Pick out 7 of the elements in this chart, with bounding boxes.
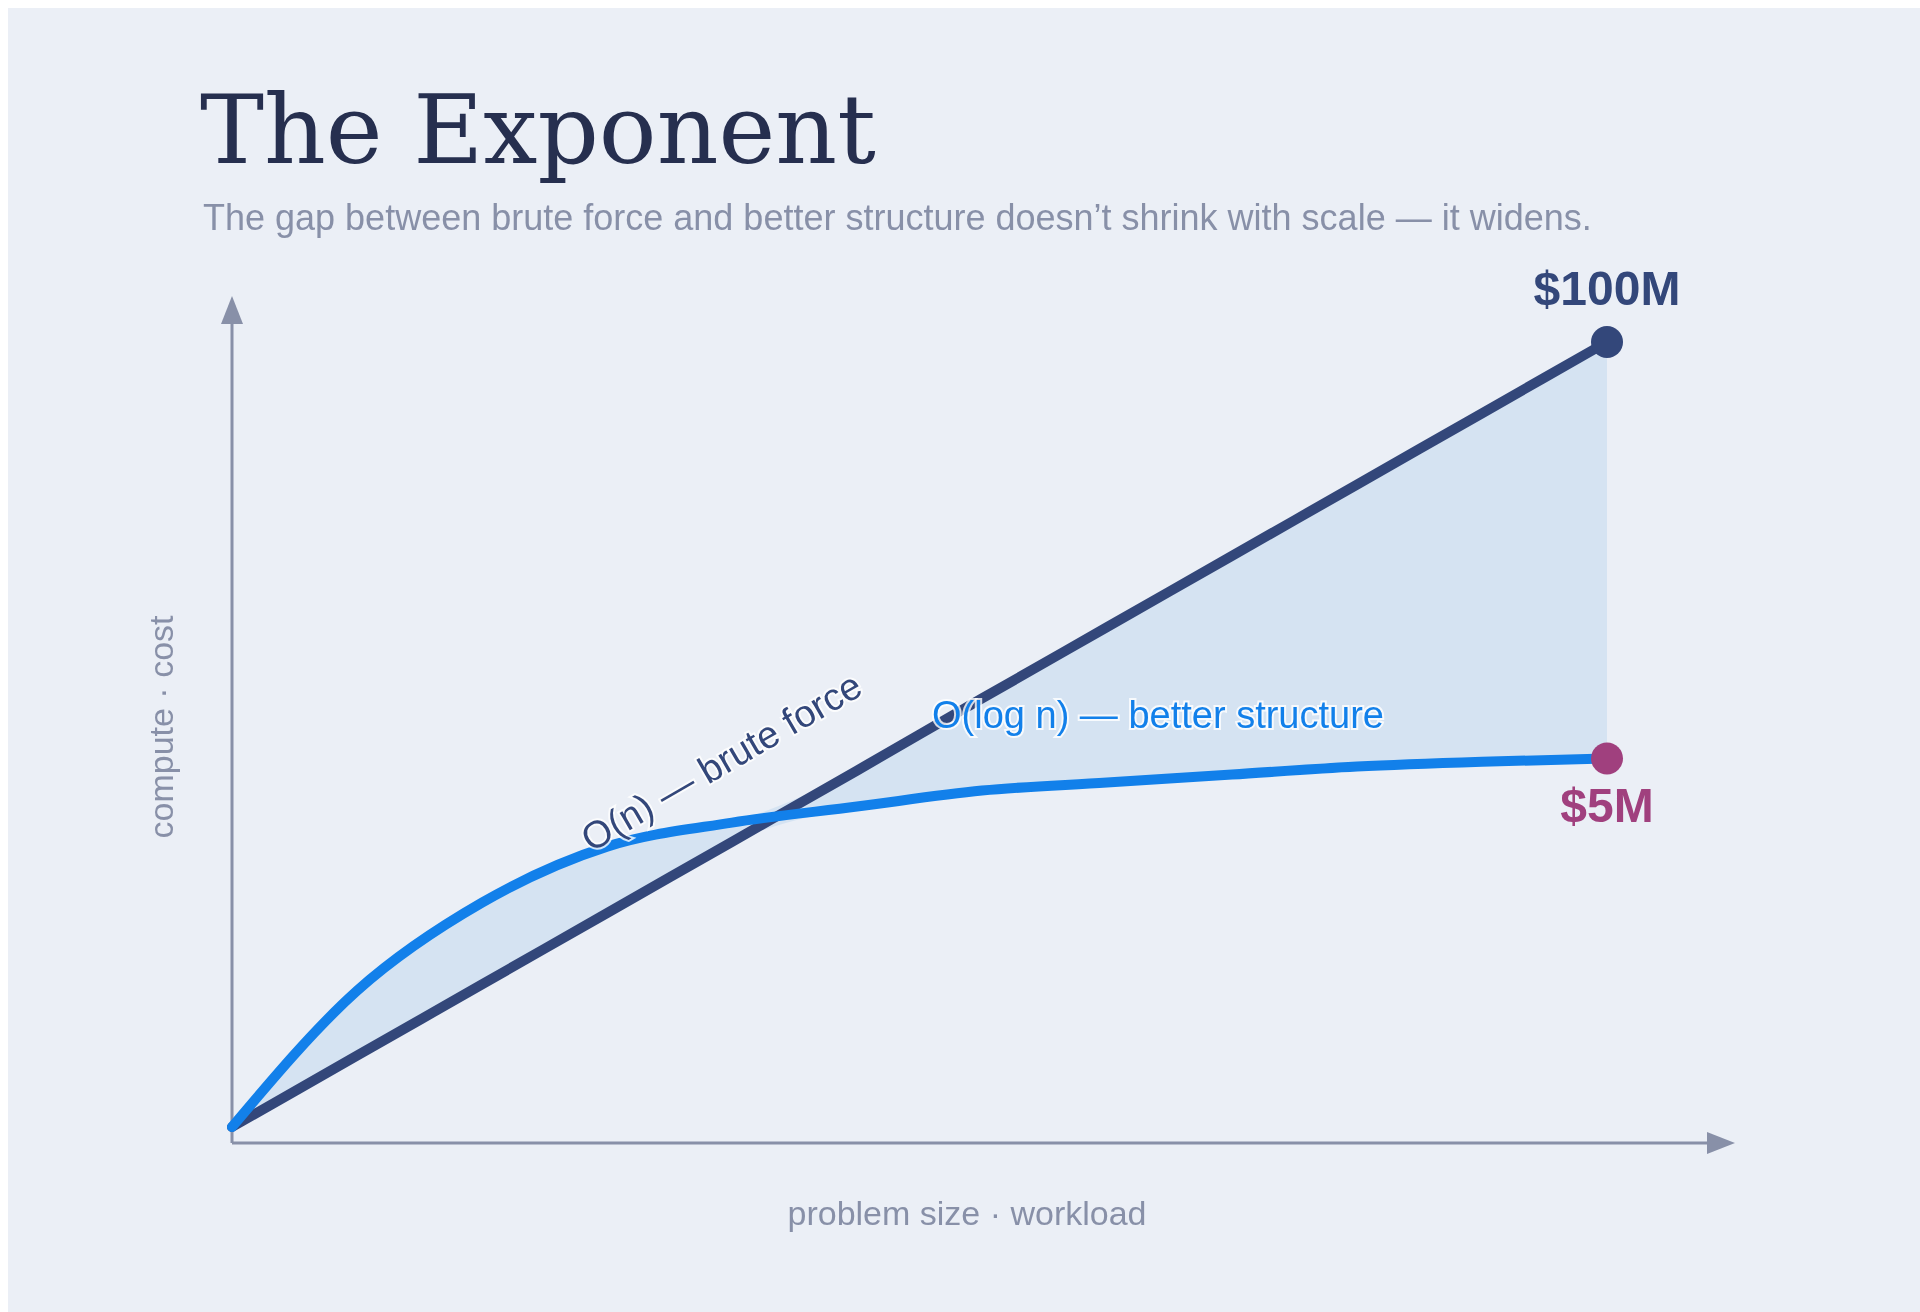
chart-subtitle: The gap between brute force and better structure doesn’t shrink with scale — it widens. (203, 197, 1592, 238)
chart-title: The Exponent (200, 74, 876, 186)
text: O(n) — brute force (574, 663, 869, 860)
annotation: $5M (1560, 778, 1654, 832)
x-axis-title: problem size · workload (787, 1194, 1147, 1232)
text: $100M (1533, 262, 1681, 315)
y-axis-title: compute · cost (142, 614, 180, 839)
